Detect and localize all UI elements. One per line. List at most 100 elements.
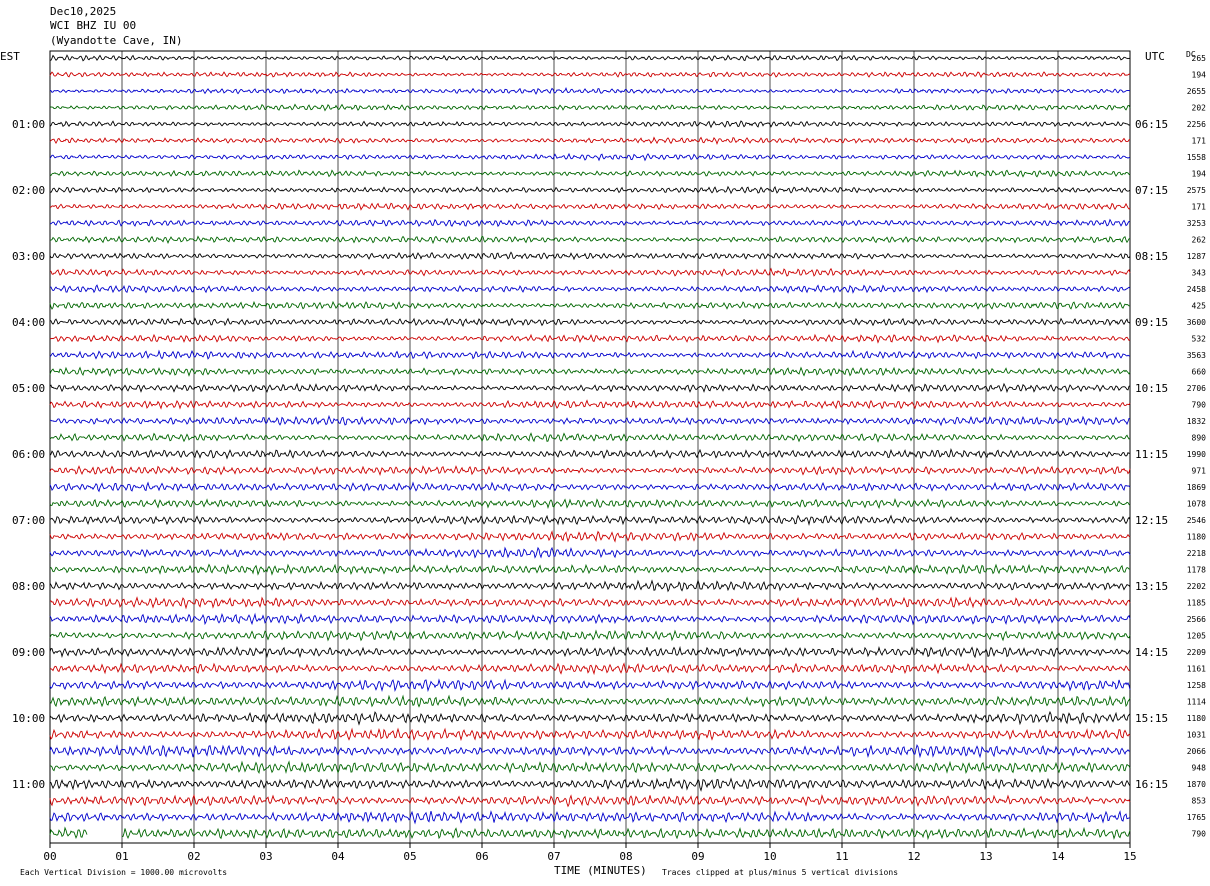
trace-black bbox=[49, 185, 1131, 195]
right-hour-label: 15:15 bbox=[1135, 712, 1168, 725]
dc-value: 202 bbox=[1192, 104, 1207, 113]
dc-value: 2218 bbox=[1187, 549, 1206, 558]
dc-value: 3253 bbox=[1187, 219, 1206, 228]
dc-value: 1205 bbox=[1187, 632, 1206, 641]
right-hour-label: 13:15 bbox=[1135, 580, 1168, 593]
x-axis-label: TIME (MINUTES) bbox=[554, 864, 647, 877]
trace-black bbox=[49, 54, 1131, 62]
trace-blue bbox=[50, 284, 1131, 294]
dc-value: 171 bbox=[1192, 137, 1207, 146]
dc-value: 2575 bbox=[1187, 186, 1206, 195]
trace-green-resume bbox=[121, 826, 1131, 841]
trace-blue bbox=[49, 678, 1131, 693]
trace-green bbox=[49, 826, 88, 840]
right-hour-label: 12:15 bbox=[1135, 514, 1168, 527]
left-hour-label: 04:00 bbox=[12, 316, 45, 329]
trace-black bbox=[49, 579, 1131, 593]
x-tick-label: 15 bbox=[1123, 850, 1136, 863]
trace-green bbox=[50, 760, 1131, 775]
right-zone-label: UTC bbox=[1145, 50, 1165, 63]
dc-value: 948 bbox=[1192, 764, 1207, 773]
dc-value: 1287 bbox=[1187, 252, 1206, 261]
dc-value: 171 bbox=[1192, 203, 1207, 212]
x-tick-label: 13 bbox=[979, 850, 992, 863]
dc-value: 1558 bbox=[1187, 153, 1206, 162]
trace-black bbox=[49, 120, 1131, 129]
trace-blue bbox=[49, 87, 1131, 95]
dc-value: 1765 bbox=[1187, 813, 1206, 822]
trace-blue bbox=[49, 349, 1131, 360]
dc-value: 1031 bbox=[1187, 731, 1206, 740]
right-hour-label: 07:15 bbox=[1135, 184, 1168, 197]
right-hour-label: 08:15 bbox=[1135, 250, 1168, 263]
trace-green bbox=[49, 498, 1131, 510]
dc-value: 660 bbox=[1192, 368, 1207, 377]
dc-value: 1114 bbox=[1187, 698, 1206, 707]
x-tick-label: 04 bbox=[331, 850, 345, 863]
dc-value: 2256 bbox=[1187, 120, 1206, 129]
x-tick-label: 10 bbox=[763, 850, 776, 863]
trace-blue bbox=[49, 744, 1131, 759]
trace-red bbox=[49, 530, 1131, 543]
trace-green bbox=[49, 629, 1131, 642]
x-tick-label: 09 bbox=[691, 850, 704, 863]
left-hour-label: 02:00 bbox=[12, 184, 45, 197]
dc-value: 262 bbox=[1192, 236, 1207, 245]
dc-value: 532 bbox=[1192, 335, 1207, 344]
dc-value: 343 bbox=[1192, 269, 1207, 278]
dc-value: 1180 bbox=[1187, 533, 1206, 542]
dc-value: 1258 bbox=[1187, 681, 1206, 690]
left-zone-label: EST bbox=[0, 50, 20, 63]
dc-label: DC bbox=[1186, 50, 1196, 59]
right-hour-label: 11:15 bbox=[1135, 448, 1168, 461]
trace-blue bbox=[49, 414, 1131, 427]
trace-blue bbox=[49, 218, 1131, 228]
dc-value: 790 bbox=[1192, 830, 1207, 839]
trace-red bbox=[49, 794, 1131, 808]
x-tick-label: 05 bbox=[403, 850, 416, 863]
dc-value: 971 bbox=[1192, 467, 1207, 476]
dc-value: 194 bbox=[1192, 170, 1207, 179]
trace-group bbox=[49, 54, 1131, 841]
trace-blue bbox=[49, 152, 1131, 162]
dc-value: 1161 bbox=[1187, 665, 1206, 674]
left-hour-label: 09:00 bbox=[12, 646, 45, 659]
x-tick-label: 01 bbox=[115, 850, 128, 863]
dc-value: 1185 bbox=[1187, 599, 1206, 608]
x-tick-label: 06 bbox=[475, 850, 488, 863]
x-tick-label: 11 bbox=[835, 850, 848, 863]
trace-red bbox=[49, 202, 1131, 211]
dc-value: 1180 bbox=[1187, 714, 1206, 723]
trace-black bbox=[49, 514, 1131, 526]
dc-value: 1869 bbox=[1187, 483, 1206, 492]
header-station: WCI BHZ IU 00 bbox=[50, 19, 137, 32]
dc-value: 2655 bbox=[1187, 87, 1206, 96]
header-location: (Wyandotte Cave, IN) bbox=[50, 34, 183, 47]
trace-red bbox=[49, 727, 1131, 742]
label-group: 00 01 02 03 04 05 06 07 08 09 10 11 12 13 14 15 265 194 26… bbox=[12, 54, 1206, 863]
trace-red bbox=[49, 136, 1131, 146]
trace-black bbox=[49, 710, 1131, 726]
trace-red bbox=[49, 465, 1131, 477]
trace-green bbox=[49, 103, 1131, 112]
dc-value: 1832 bbox=[1187, 417, 1206, 426]
trace-green bbox=[49, 300, 1131, 310]
dc-value: 1178 bbox=[1187, 566, 1206, 575]
trace-green bbox=[49, 694, 1131, 708]
trace-red bbox=[49, 267, 1131, 278]
trace-blue bbox=[49, 810, 1131, 825]
trace-black bbox=[49, 382, 1131, 394]
right-hour-label: 14:15 bbox=[1135, 646, 1168, 659]
dc-value: 3563 bbox=[1187, 351, 1206, 360]
x-tick-label: 12 bbox=[907, 850, 920, 863]
trace-green bbox=[49, 432, 1131, 443]
dc-value: 790 bbox=[1192, 401, 1207, 410]
dc-value: 3600 bbox=[1187, 318, 1206, 327]
trace-blue bbox=[49, 481, 1131, 493]
trace-green bbox=[49, 563, 1131, 576]
header-date: Dec10,2025 bbox=[50, 5, 117, 18]
trace-black bbox=[49, 777, 1131, 792]
left-hour-label: 05:00 bbox=[12, 382, 45, 395]
dc-value: 2566 bbox=[1187, 615, 1206, 624]
